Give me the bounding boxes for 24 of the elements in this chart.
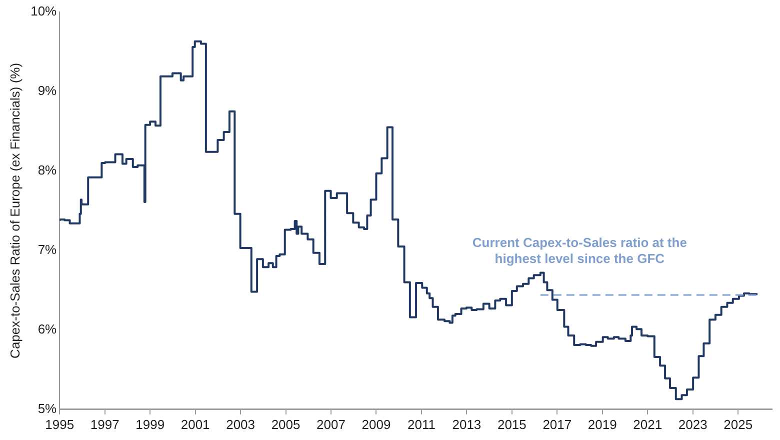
x-tick-label: 2023	[678, 416, 708, 432]
y-tick-label: 7%	[38, 242, 58, 258]
x-tick-label: 2003	[226, 416, 255, 432]
x-tick-label: 2025	[724, 416, 753, 432]
x-tick-label: 2015	[497, 416, 526, 432]
x-tick-label: 1999	[136, 416, 165, 432]
x-tick-label: 1995	[45, 416, 74, 432]
y-tick-label: 10%	[30, 4, 58, 19]
x-tick-label: 2013	[452, 416, 482, 432]
y-tick-label: 6%	[38, 322, 58, 336]
x-tick-label: 2005	[271, 416, 300, 432]
x-tick-label: 2021	[633, 416, 662, 432]
x-tick-label: 2011	[407, 416, 436, 432]
y-tick-label: 8%	[38, 162, 58, 178]
x-tick-label: 2017	[542, 416, 572, 432]
y-tick-label: 5%	[38, 400, 58, 416]
x-tick-label: 2001	[180, 416, 210, 432]
x-tick-label: 1997	[90, 416, 120, 432]
x-tick-label: 2009	[362, 416, 391, 432]
y-axis-title: Capex-to-Sales Ratio of Europe (ex Financials) (%)	[7, 62, 22, 358]
x-tick-label: 2007	[316, 416, 346, 432]
ref-line-label: Current Capex-to-Sales ratio at the highest level since the GFC	[472, 234, 687, 266]
x-tick-label: 2019	[588, 416, 617, 432]
y-tick-label: 9%	[38, 83, 58, 98]
